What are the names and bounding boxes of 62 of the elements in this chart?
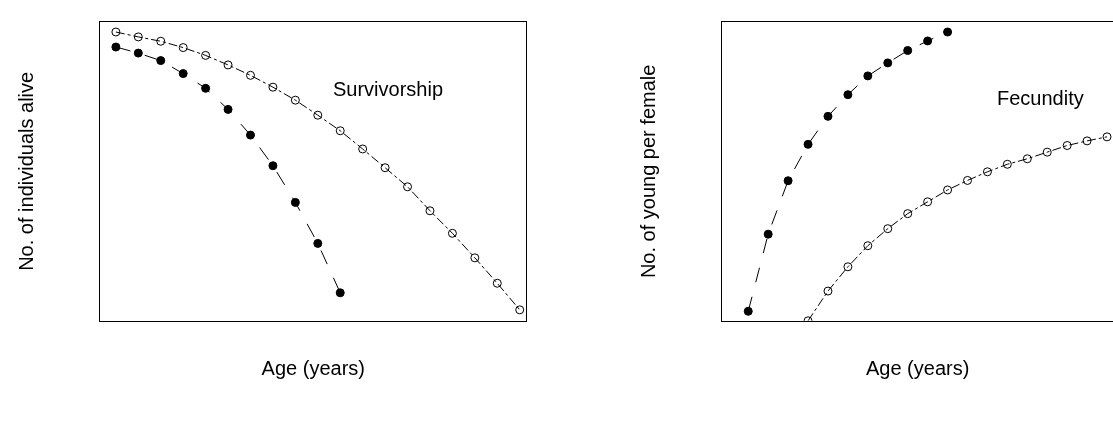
point — [133, 32, 143, 42]
point — [223, 104, 233, 114]
point — [201, 83, 211, 93]
point — [470, 253, 480, 263]
point — [743, 306, 753, 316]
point — [335, 288, 345, 298]
point — [943, 27, 953, 37]
point — [380, 163, 390, 173]
point — [245, 130, 255, 140]
point — [201, 50, 211, 60]
point — [863, 241, 873, 251]
point — [923, 197, 933, 207]
point — [156, 36, 166, 46]
point — [823, 111, 833, 121]
point — [358, 144, 368, 154]
point — [1002, 159, 1012, 169]
point — [313, 238, 323, 248]
point — [111, 27, 121, 37]
x-axis-title: Age (years) — [865, 357, 970, 380]
point — [268, 161, 278, 171]
point — [447, 228, 457, 238]
annotation: Survivorship — [333, 78, 444, 100]
point — [823, 286, 833, 296]
annotation: Fecundity — [997, 87, 1084, 109]
y-axis-title: No. of young per female — [636, 64, 659, 279]
point — [763, 229, 773, 239]
point — [133, 48, 143, 58]
point — [1102, 132, 1112, 142]
point — [923, 36, 933, 46]
point — [803, 139, 813, 149]
point — [268, 82, 278, 92]
point — [903, 209, 913, 219]
point — [515, 305, 525, 315]
point — [223, 60, 233, 70]
point — [245, 70, 255, 80]
point — [425, 206, 435, 216]
point — [1042, 147, 1052, 157]
point — [290, 95, 300, 105]
point — [1062, 141, 1072, 150]
point — [783, 176, 793, 186]
point — [883, 224, 893, 234]
point — [178, 69, 188, 79]
point — [943, 185, 953, 195]
point — [313, 110, 323, 120]
point — [290, 197, 300, 207]
x-axis-title: Age (years) — [261, 357, 365, 380]
point — [863, 71, 873, 81]
point — [963, 175, 972, 185]
point — [982, 167, 992, 177]
point — [111, 42, 121, 52]
y-axis-title: No. of individuals alive — [14, 71, 37, 271]
point — [1022, 154, 1032, 164]
point — [843, 90, 853, 100]
point — [178, 43, 188, 53]
point — [883, 58, 893, 68]
point — [492, 278, 502, 288]
point — [843, 262, 853, 272]
point — [903, 45, 913, 55]
point — [156, 56, 166, 66]
point — [1082, 136, 1092, 146]
point — [335, 126, 345, 136]
point — [403, 182, 413, 192]
